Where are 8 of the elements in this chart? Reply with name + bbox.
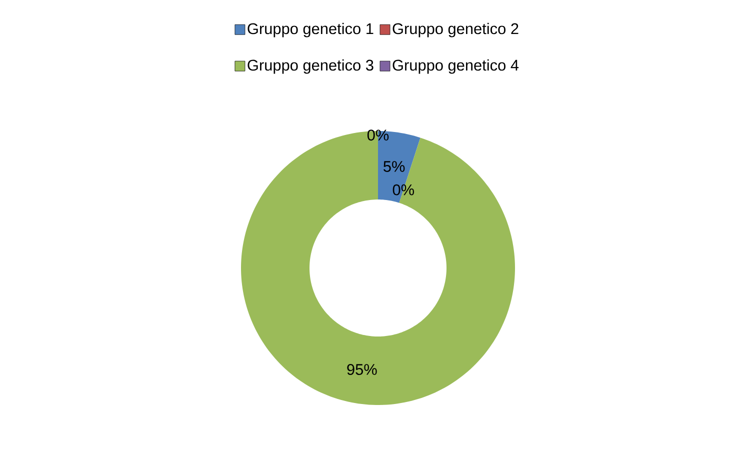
data-label: 5% [384,161,405,172]
data-label: 95% [347,364,377,375]
text: 0% [392,184,414,196]
text: 0% [367,130,389,141]
legend-label: Gruppo genetico 2 [392,22,518,38]
legend-label: Gruppo genetico 1 [248,22,374,38]
legend-label: Gruppo genetico 3 [248,59,374,74]
legend-label: Gruppo genetico 4 [392,59,519,74]
